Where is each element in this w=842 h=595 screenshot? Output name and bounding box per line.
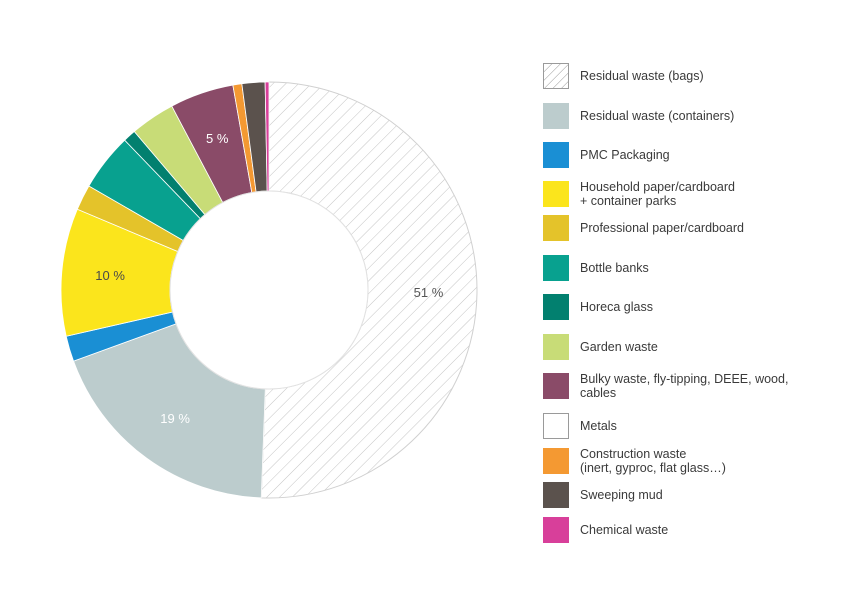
legend-item-bottle-banks: Bottle banks xyxy=(543,254,649,282)
legend-swatch xyxy=(543,334,569,360)
legend-label: Metals xyxy=(580,419,617,433)
legend-swatch xyxy=(543,255,569,281)
legend-item-metals: Metals xyxy=(543,412,617,440)
legend-item-pmc-packaging: PMC Packaging xyxy=(543,141,670,169)
legend-swatch xyxy=(543,63,569,89)
legend-swatch xyxy=(543,517,569,543)
legend-item-sweeping-mud: Sweeping mud xyxy=(543,481,663,509)
legend-item-residual-waste-containers: Residual waste (containers) xyxy=(543,102,734,130)
legend-label: Bottle banks xyxy=(580,261,649,275)
legend-item-horeca-glass: Horeca glass xyxy=(543,293,653,321)
donut-slices xyxy=(60,81,478,499)
slice-label-residual-waste-containers: 19 % xyxy=(160,411,190,426)
legend-label: Garden waste xyxy=(580,340,658,354)
legend-swatch xyxy=(543,103,569,129)
legend-item-garden-waste: Garden waste xyxy=(543,333,658,361)
legend-item-professional-paper-cardboard: Professional paper/cardboard xyxy=(543,214,744,242)
legend-item-bulky-waste-fly-tipping-deee-wood-cables: Bulky waste, fly-tipping, DEEE, wood, ca… xyxy=(543,372,788,400)
legend-label: Sweeping mud xyxy=(580,488,663,502)
legend-swatch xyxy=(543,482,569,508)
legend-swatch xyxy=(543,181,569,207)
legend-swatch xyxy=(543,142,569,168)
legend-swatch xyxy=(543,373,569,399)
legend-label: PMC Packaging xyxy=(580,148,670,162)
legend-label: Horeca glass xyxy=(580,300,653,314)
legend-item-household-paper-cardboard-container-parks: Household paper/cardboard + container pa… xyxy=(543,180,735,208)
legend-item-chemical-waste: Chemical waste xyxy=(543,516,668,544)
legend-label: Residual waste (bags) xyxy=(580,69,704,83)
slice-label-residual-waste-bags: 51 % xyxy=(414,285,444,300)
legend-swatch xyxy=(543,294,569,320)
legend-swatch xyxy=(543,448,569,474)
legend-item-residual-waste-bags: Residual waste (bags) xyxy=(543,62,704,90)
donut-hole xyxy=(169,190,369,390)
legend-swatch xyxy=(543,215,569,241)
legend-swatch xyxy=(543,413,569,439)
legend-label: Chemical waste xyxy=(580,523,669,537)
slice-labels: 51 % 19 % 10 % 5 % xyxy=(95,131,443,426)
legend-label: Residual waste (containers) xyxy=(580,109,735,123)
legend-item-construction-waste-inert-gyproc-flat-glass: Construction waste (inert, gyproc, flat … xyxy=(543,447,726,475)
legend-label: Construction waste (inert, gyproc, flat … xyxy=(580,447,726,475)
legend-label: Bulky waste, fly-tipping, DEEE, wood, ca… xyxy=(580,372,789,400)
legend-label: Household paper/cardboard + container pa… xyxy=(580,180,735,208)
slice-label-household-paper-cardboard-container-parks: 10 % xyxy=(95,268,125,283)
slice-label-bulky-waste-fly-tipping-deee-wood-cables: 5 % xyxy=(206,131,229,146)
legend-label: Professional paper/cardboard xyxy=(580,221,744,235)
